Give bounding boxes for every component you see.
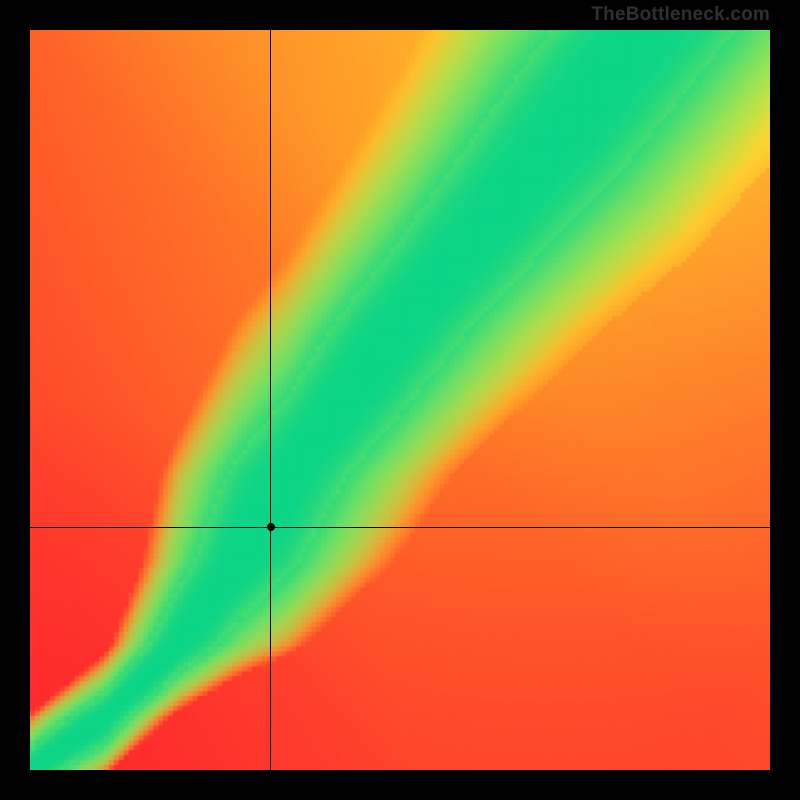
crosshair-vertical (270, 30, 271, 770)
crosshair-horizontal (30, 527, 770, 528)
crosshair-marker (267, 523, 275, 531)
heatmap-plot (30, 30, 770, 770)
watermark-text: TheBottleneck.com (591, 4, 770, 26)
heatmap-canvas (30, 30, 770, 770)
